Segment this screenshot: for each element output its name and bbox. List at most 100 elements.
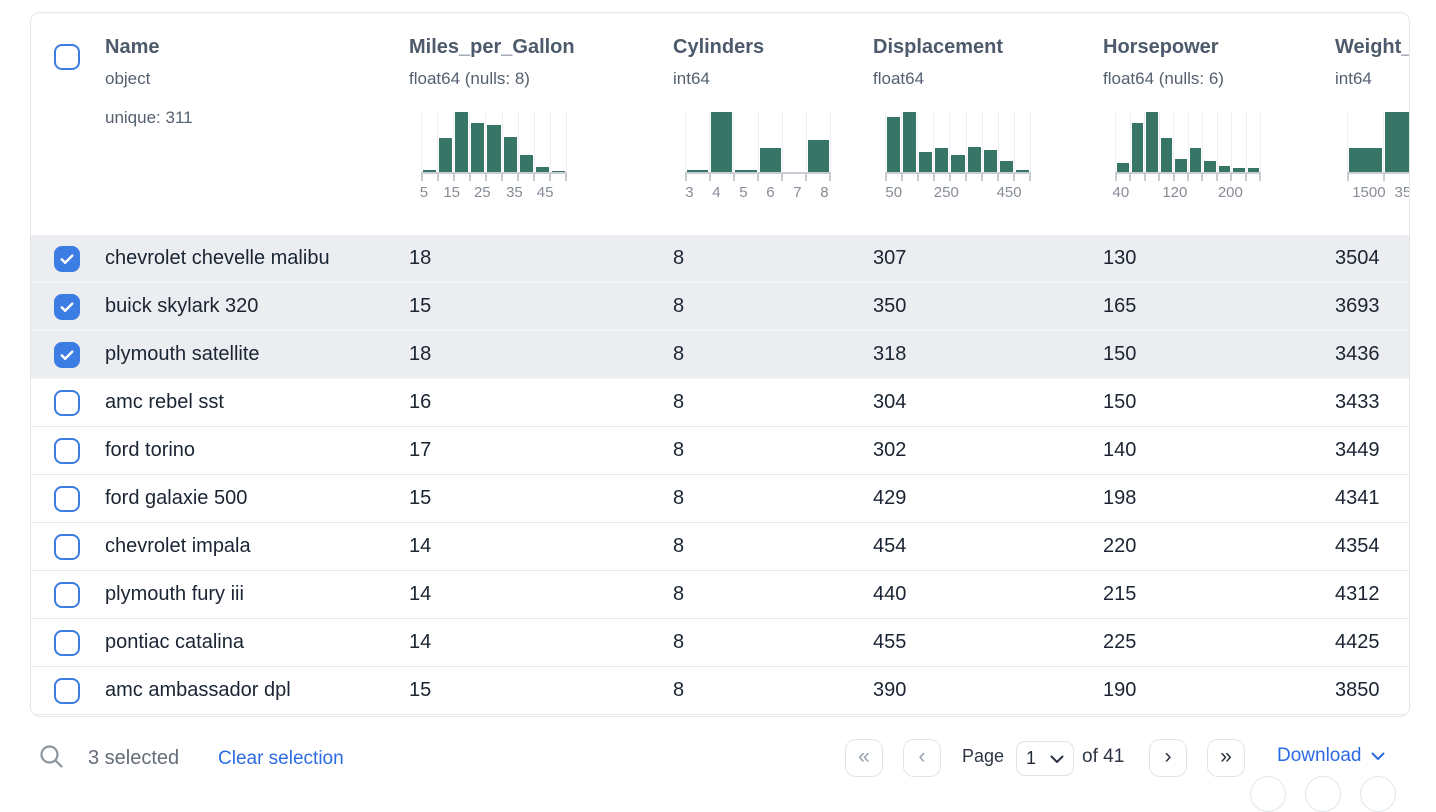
histogram-slot: [1187, 112, 1203, 172]
row-checkbox[interactable]: [54, 630, 80, 656]
histogram-tick: [933, 174, 949, 181]
row-checkbox[interactable]: [54, 438, 80, 464]
table-card: Name object unique: 311 Miles_per_Gallon flo…: [30, 12, 1410, 717]
histogram-tick-label: 50: [885, 184, 903, 201]
histogram-tick-label: 15: [443, 184, 460, 201]
value-cell: 18: [409, 343, 432, 365]
histogram-tick: [549, 174, 567, 181]
histogram-slot: [709, 112, 733, 172]
histogram-tick-label: 1500: [1352, 184, 1386, 201]
value-cell: 225: [1103, 631, 1137, 653]
value-cell: 17: [409, 439, 432, 461]
histogram-tick: [901, 174, 917, 181]
histogram-bar: [1175, 158, 1187, 172]
histogram-bar: [887, 117, 901, 172]
table-row: chevrolet impala 14 8 454 220 4354: [31, 523, 1409, 571]
hidden-action-button-1[interactable]: [1250, 776, 1286, 812]
histogram-tick: [781, 174, 805, 181]
histogram-bars: [685, 112, 832, 172]
table-row: ford torino 17 8 302 140 3449: [31, 427, 1409, 475]
histogram-bar: [423, 170, 437, 172]
hidden-action-button-2[interactable]: [1305, 776, 1341, 812]
row-checkbox[interactable]: [54, 534, 80, 560]
histogram-bar: [1015, 169, 1029, 172]
download-button[interactable]: Download: [1277, 745, 1385, 767]
histogram-bar: [1385, 112, 1409, 172]
column-histogram: 5 15 25 35 45: [419, 112, 567, 204]
histogram-tick-labels: 40 120 200: [1112, 184, 1261, 204]
histogram-bar: [935, 148, 949, 172]
select-all-checkbox[interactable]: [54, 44, 80, 70]
column-title: Displacement: [873, 36, 1004, 58]
row-checkbox[interactable]: [54, 486, 80, 512]
page-select-value: 1: [1026, 748, 1037, 768]
histogram-tick: [533, 174, 549, 181]
histogram-bar: [999, 161, 1013, 172]
histogram-tick: [1129, 174, 1143, 181]
histogram-tick-label: 5: [419, 184, 429, 201]
histogram-tick-label: 3: [685, 184, 694, 201]
histogram-slot: [1347, 112, 1383, 172]
value-cell: 8: [673, 247, 685, 269]
histogram-tick: [421, 174, 437, 181]
histogram-tick-labels: 3 4 5 6 7 8: [685, 184, 831, 204]
name-cell: chevrolet chevelle malibu: [105, 247, 330, 269]
value-cell: 3504: [1335, 247, 1380, 269]
hidden-action-button-3[interactable]: [1360, 776, 1396, 812]
chevron-down-icon: [1371, 745, 1385, 767]
row-checkbox[interactable]: [54, 342, 80, 368]
histogram-bar: [735, 170, 757, 172]
histogram-slot: [1144, 112, 1159, 172]
value-cell: 455: [873, 631, 907, 653]
prev-page-button[interactable]: ‹: [903, 739, 941, 777]
histogram-tick-labels: 1500 3500: [1347, 184, 1409, 204]
histogram-tick-labels: 5 15 25 35 45: [419, 184, 567, 204]
search-icon[interactable]: [38, 743, 65, 775]
value-cell: 302: [873, 439, 907, 461]
last-page-button[interactable]: »: [1207, 739, 1245, 777]
clear-selection-link[interactable]: Clear selection: [218, 748, 344, 769]
histogram-tick: [997, 174, 1013, 181]
histogram-slot: [1129, 112, 1145, 172]
value-cell: 3433: [1335, 391, 1380, 413]
value-cell: 390: [873, 679, 907, 701]
row-checkbox[interactable]: [54, 582, 80, 608]
value-cell: 165: [1103, 295, 1137, 317]
histogram-slot: [965, 112, 982, 172]
histogram-bar: [919, 151, 933, 172]
histogram-bar: [1117, 163, 1129, 172]
value-cell: 190: [1103, 679, 1137, 701]
histogram-bar: [1233, 168, 1245, 172]
dataframe-table-widget: { "table": { "columns": [ { "name": "Nam…: [30, 12, 1410, 812]
column-dtype: int64: [673, 69, 710, 88]
histogram-bar: [471, 123, 485, 172]
histogram-tick-label: 450: [996, 184, 1022, 201]
column-dtype: float64 (nulls: 6): [1103, 69, 1224, 88]
value-cell: 15: [409, 295, 432, 317]
name-cell: amc rebel sst: [105, 391, 224, 413]
page-select[interactable]: 1: [1016, 741, 1074, 776]
row-checkbox[interactable]: [54, 390, 80, 416]
histogram-bar: [951, 155, 965, 172]
row-checkbox[interactable]: [54, 246, 80, 272]
histogram-bar: [711, 112, 733, 172]
histogram-tick: [733, 174, 757, 181]
histogram-tick-label: 6: [766, 184, 775, 201]
histogram-tick: [1013, 174, 1031, 181]
first-page-button[interactable]: «: [845, 739, 883, 777]
table-header: Name object unique: 311 Miles_per_Gallon flo…: [31, 13, 1409, 236]
histogram-slot: [1173, 112, 1188, 172]
histogram-tick-label: 8: [820, 184, 829, 201]
histogram-bar: [1189, 148, 1201, 172]
histogram-tick-label: 250: [933, 184, 959, 201]
value-cell: 18: [409, 247, 432, 269]
histogram-slot: [885, 112, 901, 172]
histogram-slot: [1231, 112, 1246, 172]
next-page-button[interactable]: ›: [1149, 739, 1187, 777]
row-checkbox[interactable]: [54, 294, 80, 320]
value-cell: 14: [409, 535, 432, 557]
histogram-axis: [885, 172, 1031, 181]
row-checkbox[interactable]: [54, 678, 80, 704]
histogram-bar: [519, 155, 533, 172]
histogram-bar: [535, 166, 549, 172]
